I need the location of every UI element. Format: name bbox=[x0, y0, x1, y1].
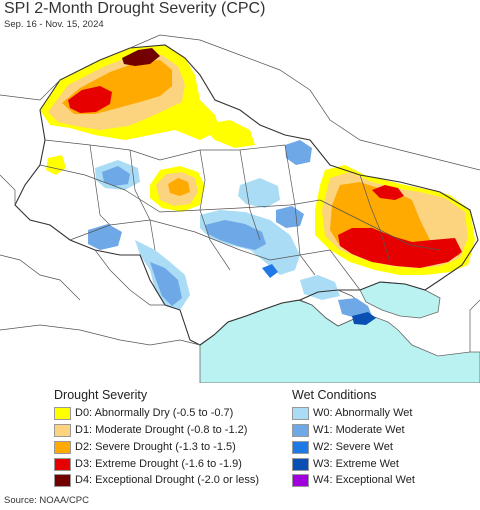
neighbor-west-2 bbox=[0, 254, 81, 301]
d2-central bbox=[168, 178, 190, 196]
map-title: SPI 2-Month Drought Severity (CPC) bbox=[4, 0, 266, 17]
d4-northwest bbox=[122, 48, 160, 66]
wet-areas bbox=[88, 140, 376, 325]
legend-item-w4: W4: Exceptional Wet bbox=[292, 473, 415, 487]
legend-label-w4: W4: Exceptional Wet bbox=[313, 474, 415, 486]
ukraine-border bbox=[14, 44, 479, 346]
swatch-d4 bbox=[54, 473, 71, 487]
oblast-lines-2 bbox=[39, 164, 321, 213]
moldova bbox=[94, 249, 165, 306]
swatch-d0 bbox=[54, 406, 71, 420]
legend-item-d2: D2: Severe Drought (-1.3 to -1.5) bbox=[54, 440, 236, 454]
swatch-d3 bbox=[54, 457, 71, 471]
d0-north-strip bbox=[200, 120, 255, 148]
legend-item-d3: D3: Extreme Drought (-1.6 to -1.9) bbox=[54, 457, 242, 471]
swatch-w0 bbox=[292, 406, 309, 420]
oblast-lines-11 bbox=[329, 249, 361, 291]
legend-label-w1: W1: Moderate Wet bbox=[313, 424, 405, 436]
legend-item-d4: D4: Exceptional Drought (-2.0 or less) bbox=[54, 473, 259, 487]
drought-legend-title: Drought Severity bbox=[54, 388, 148, 402]
d3-northwest bbox=[68, 86, 112, 113]
swatch-w3 bbox=[292, 457, 309, 471]
swatch-w1 bbox=[292, 423, 309, 437]
source-credit: Source: NOAA/CPC bbox=[4, 495, 89, 506]
oblast-lines-8 bbox=[284, 144, 316, 276]
oblast-lines-5 bbox=[129, 149, 156, 251]
w1-crimea-east bbox=[338, 298, 372, 318]
borders bbox=[0, 34, 480, 352]
w1-west-mid bbox=[102, 166, 130, 186]
legend-label-d1: D1: Moderate Drought (-0.8 to -1.2) bbox=[75, 424, 248, 436]
oblast-lines-10 bbox=[359, 174, 391, 263]
map-svg bbox=[0, 30, 480, 383]
swatch-d2 bbox=[54, 440, 71, 454]
legend-label-d4: D4: Exceptional Drought (-2.0 or less) bbox=[75, 474, 260, 486]
legend-item-d0: D0: Abnormally Dry (-0.5 to -0.7) bbox=[54, 406, 233, 420]
legend-item-d1: D1: Moderate Drought (-0.8 to -1.2) bbox=[54, 423, 247, 437]
drought-map bbox=[0, 30, 480, 383]
w1-north bbox=[285, 140, 312, 165]
w2-south bbox=[262, 264, 278, 278]
neighbor-west-1 bbox=[0, 174, 16, 205]
swatch-w2 bbox=[292, 440, 309, 454]
oblast-lines-4 bbox=[89, 144, 111, 226]
neighbor-east bbox=[469, 299, 480, 352]
neighbor-southwest bbox=[0, 324, 201, 346]
oblast-lines-3 bbox=[69, 219, 331, 261]
legend-label-d3: D3: Extreme Drought (-1.6 to -1.9) bbox=[75, 458, 242, 470]
oblast-lines-7 bbox=[239, 149, 261, 241]
w1-west bbox=[88, 224, 122, 250]
legend-label-w0: W0: Abnormally Wet bbox=[313, 407, 413, 419]
legend-label-d0: D0: Abnormally Dry (-0.5 to -0.7) bbox=[75, 407, 234, 419]
neighbor-north-2 bbox=[129, 34, 480, 171]
drought-areas bbox=[40, 45, 475, 275]
legend-item-w0: W0: Abnormally Wet bbox=[292, 406, 412, 420]
d3-northeast bbox=[372, 185, 404, 200]
oblast-lines-6 bbox=[199, 149, 231, 271]
legend-item-w2: W2: Severe Wet bbox=[292, 440, 393, 454]
wet-legend-title: Wet Conditions bbox=[292, 388, 377, 402]
legend-label-w2: W2: Severe Wet bbox=[313, 441, 393, 453]
legend-label-w3: W3: Extreme Wet bbox=[313, 458, 399, 470]
swatch-d1 bbox=[54, 423, 71, 437]
w1-central bbox=[205, 220, 266, 250]
neighbor-north-1 bbox=[0, 79, 61, 101]
w3-kerch bbox=[352, 312, 376, 325]
w0-south-coast bbox=[300, 275, 340, 300]
legend-label-d2: D2: Severe Drought (-1.3 to -1.5) bbox=[75, 441, 236, 453]
legend: Drought Severity Wet Conditions D0: Abno… bbox=[0, 383, 480, 493]
d3-east bbox=[338, 228, 462, 268]
legend-item-w1: W1: Moderate Wet bbox=[292, 423, 405, 437]
map-date-range: Sep. 16 - Nov. 15, 2024 bbox=[4, 19, 104, 30]
header: SPI 2-Month Drought Severity (CPC) Sep. … bbox=[0, 0, 480, 30]
legend-item-w3: W3: Extreme Wet bbox=[292, 457, 399, 471]
swatch-w4 bbox=[292, 473, 309, 487]
w1-southwest bbox=[150, 262, 182, 306]
